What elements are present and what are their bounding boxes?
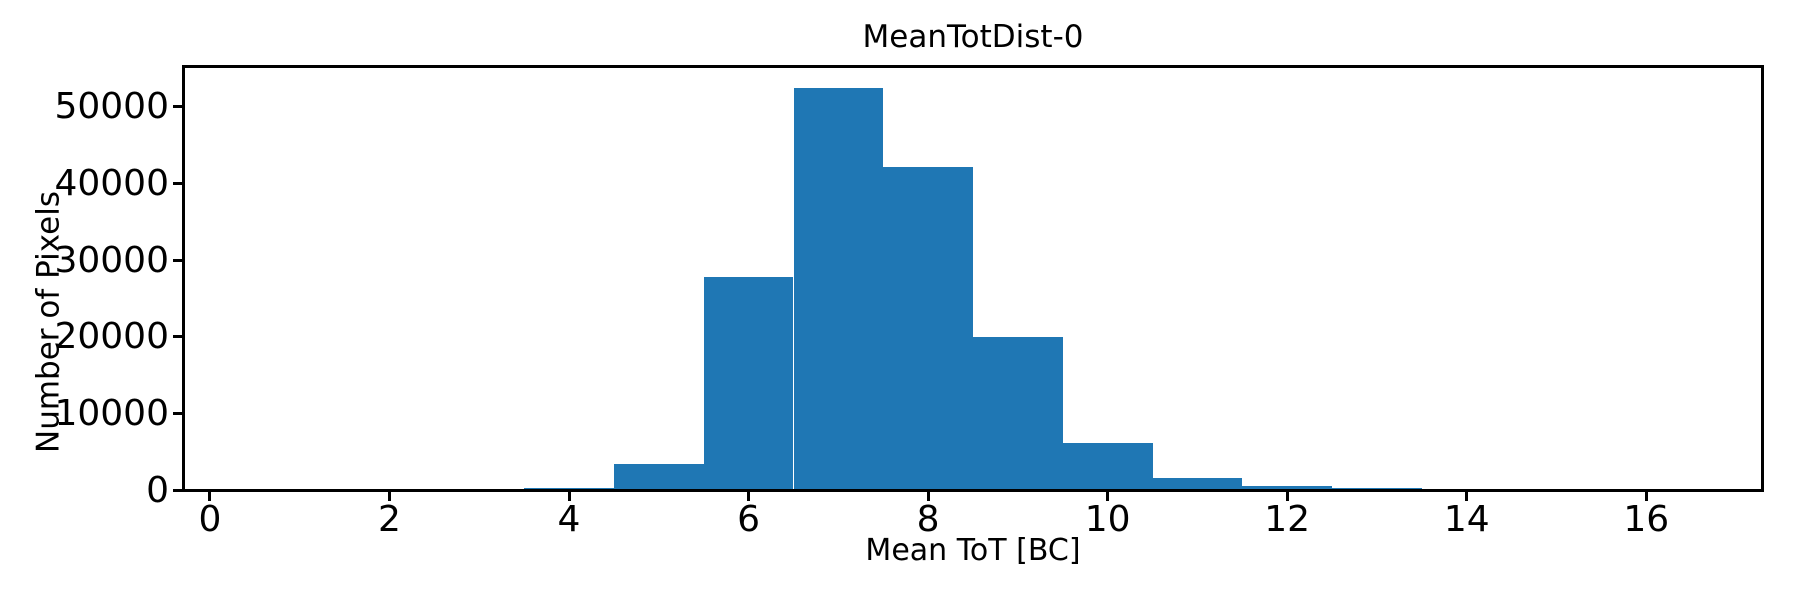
x-axis-label: Mean ToT [BC] [865, 533, 1081, 568]
y-tick-mark [173, 182, 182, 185]
y-tick-label: 20000 [54, 316, 169, 358]
x-tick-label: 2 [378, 499, 401, 540]
x-tick-mark [388, 492, 391, 501]
histogram-bar [613, 463, 704, 490]
x-tick-mark [926, 492, 930, 501]
x-tick-label: 8 [916, 499, 940, 540]
x-tick-label: 4 [557, 499, 581, 540]
x-tick-label: 0 [198, 499, 222, 540]
histogram-bar [883, 166, 973, 490]
chart-title: MeanTotDist-0 [862, 19, 1084, 55]
histogram-bar [1242, 486, 1333, 490]
y-tick-label: 30000 [54, 239, 169, 281]
plot-area [183, 67, 1763, 490]
x-tick-mark [567, 492, 571, 501]
y-tick-mark [173, 258, 182, 262]
x-tick-label: 6 [737, 499, 761, 540]
y-tick-label: 40000 [54, 163, 169, 204]
x-tick-mark [208, 492, 212, 501]
x-tick-mark [1465, 492, 1469, 501]
y-tick-mark [173, 488, 182, 492]
x-tick-label: 14 [1443, 499, 1490, 540]
y-tick-mark [173, 411, 182, 415]
histogram-bar [524, 487, 614, 490]
histogram-bar [1152, 477, 1243, 490]
histogram-bar [1332, 488, 1422, 490]
x-tick-label: 10 [1084, 499, 1131, 540]
x-tick-mark [1285, 492, 1289, 501]
y-tick-mark [173, 335, 182, 339]
x-tick-mark [1644, 492, 1648, 501]
x-tick-mark [1106, 492, 1110, 501]
y-tick-mark [173, 105, 182, 109]
x-tick-label: 16 [1623, 499, 1670, 540]
histogram-bar [1062, 442, 1153, 490]
y-tick-label: 10000 [54, 392, 169, 434]
histogram-bar [793, 87, 884, 490]
histogram-bar [703, 277, 794, 490]
y-tick-label: 50000 [54, 86, 169, 128]
histogram-bar [973, 336, 1063, 490]
x-tick-mark [747, 492, 751, 501]
x-tick-label: 12 [1264, 499, 1311, 540]
y-tick-label: 0 [146, 469, 169, 511]
